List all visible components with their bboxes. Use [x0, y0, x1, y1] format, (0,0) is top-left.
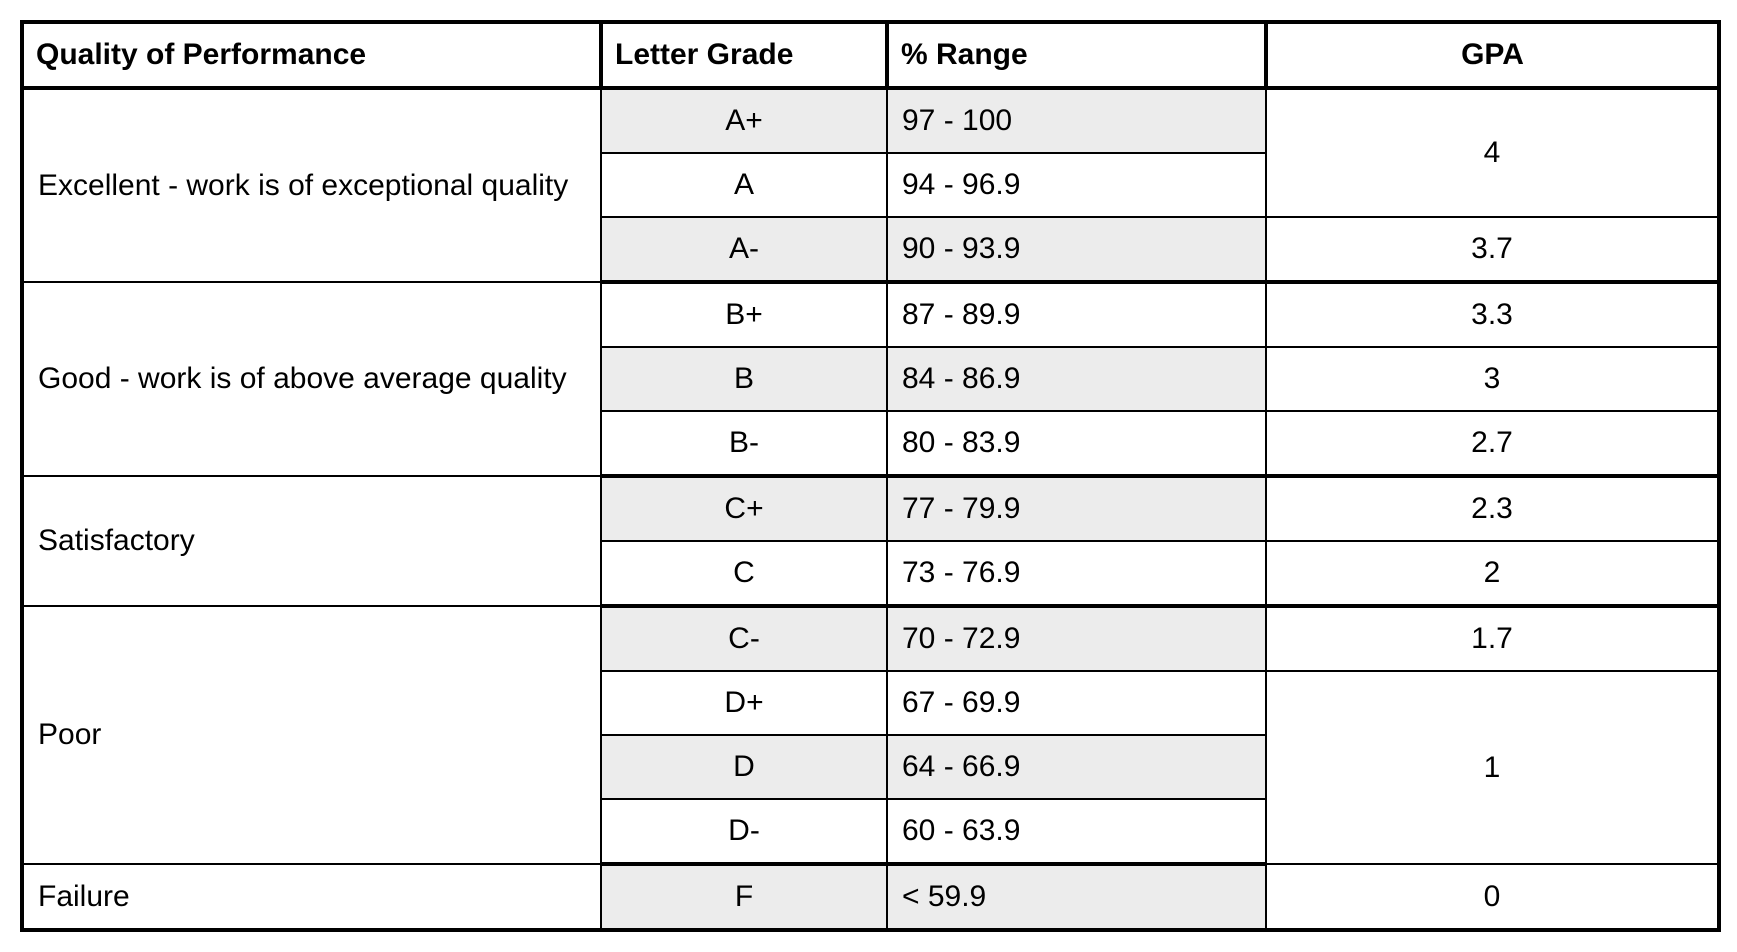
- gpa-cell: 2.7: [1266, 411, 1719, 476]
- letter-cell: D: [601, 735, 887, 799]
- quality-cell: Poor: [22, 606, 601, 864]
- col-header-gpa: GPA: [1266, 22, 1719, 88]
- letter-cell: C+: [601, 476, 887, 541]
- table-row: Good - work is of above average quality …: [22, 282, 1719, 347]
- letter-cell: D-: [601, 799, 887, 864]
- range-cell: 84 - 86.9: [887, 347, 1266, 411]
- table-row: Satisfactory C+ 77 - 79.9 2.3: [22, 476, 1719, 541]
- col-header-range: % Range: [887, 22, 1266, 88]
- range-cell: 97 - 100: [887, 88, 1266, 153]
- range-cell: 73 - 76.9: [887, 541, 1266, 606]
- quality-cell: Excellent - work is of exceptional quali…: [22, 88, 601, 282]
- grading-table: Quality of Performance Letter Grade % Ra…: [20, 20, 1721, 932]
- letter-cell: D+: [601, 671, 887, 735]
- col-header-quality: Quality of Performance: [22, 22, 601, 88]
- gpa-cell: 1: [1266, 671, 1719, 864]
- table-row: Excellent - work is of exceptional quali…: [22, 88, 1719, 153]
- quality-cell: Failure: [22, 864, 601, 930]
- range-cell: 87 - 89.9: [887, 282, 1266, 347]
- letter-cell: F: [601, 864, 887, 930]
- gpa-cell: 3.7: [1266, 217, 1719, 282]
- gpa-cell: 3.3: [1266, 282, 1719, 347]
- col-header-letter: Letter Grade: [601, 22, 887, 88]
- letter-cell: C: [601, 541, 887, 606]
- quality-cell: Satisfactory: [22, 476, 601, 606]
- gpa-cell: 0: [1266, 864, 1719, 930]
- range-cell: 70 - 72.9: [887, 606, 1266, 671]
- range-cell: 77 - 79.9: [887, 476, 1266, 541]
- gpa-cell: 4: [1266, 88, 1719, 217]
- letter-cell: C-: [601, 606, 887, 671]
- letter-cell: B+: [601, 282, 887, 347]
- table-header-row: Quality of Performance Letter Grade % Ra…: [22, 22, 1719, 88]
- range-cell: 90 - 93.9: [887, 217, 1266, 282]
- table-body: Excellent - work is of exceptional quali…: [22, 88, 1719, 930]
- gpa-cell: 2: [1266, 541, 1719, 606]
- range-cell: < 59.9: [887, 864, 1266, 930]
- table-row: Failure F < 59.9 0: [22, 864, 1719, 930]
- range-cell: 60 - 63.9: [887, 799, 1266, 864]
- range-cell: 64 - 66.9: [887, 735, 1266, 799]
- letter-cell: B: [601, 347, 887, 411]
- letter-cell: A: [601, 153, 887, 217]
- range-cell: 67 - 69.9: [887, 671, 1266, 735]
- letter-cell: A+: [601, 88, 887, 153]
- table-row: Poor C- 70 - 72.9 1.7: [22, 606, 1719, 671]
- gpa-cell: 2.3: [1266, 476, 1719, 541]
- letter-cell: A-: [601, 217, 887, 282]
- range-cell: 80 - 83.9: [887, 411, 1266, 476]
- range-cell: 94 - 96.9: [887, 153, 1266, 217]
- quality-cell: Good - work is of above average quality: [22, 282, 601, 476]
- gpa-cell: 1.7: [1266, 606, 1719, 671]
- gpa-cell: 3: [1266, 347, 1719, 411]
- letter-cell: B-: [601, 411, 887, 476]
